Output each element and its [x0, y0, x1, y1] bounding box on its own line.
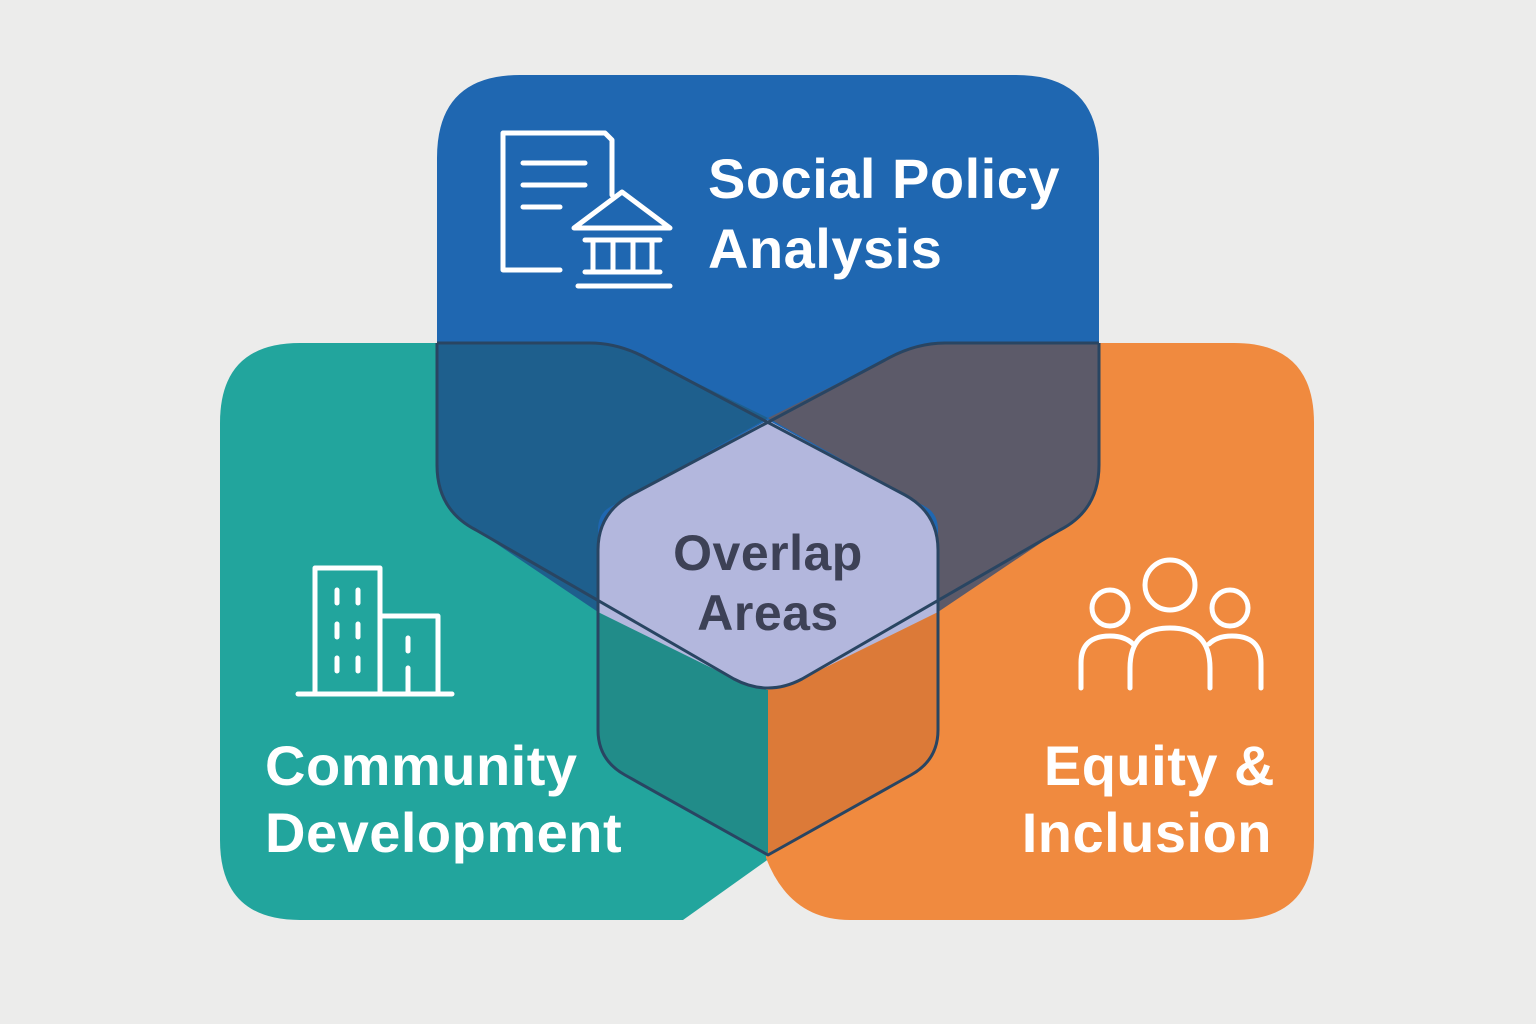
social-policy-title-line1: Social Policy	[708, 147, 1060, 210]
people-group-icon	[1078, 557, 1264, 691]
overlap-community-equity-right	[768, 612, 938, 855]
equity-title-line1: Equity &	[1044, 734, 1275, 797]
overlap-outlines	[435, 341, 1101, 857]
social-policy-title-line2: Analysis	[708, 217, 942, 280]
community-title-line2: Development	[265, 801, 622, 864]
equity-title-line2: Inclusion	[1022, 801, 1272, 864]
center-label-line2: Areas	[697, 585, 839, 641]
document-government-building-icon	[500, 130, 673, 289]
community-title-line1: Community	[265, 734, 578, 797]
center-label-line1: Overlap	[673, 525, 863, 581]
overlap-policy-equity	[768, 343, 1099, 612]
overlap-policy-community	[437, 343, 768, 612]
overlap-community-equity-left	[598, 612, 768, 855]
buildings-icon	[295, 565, 455, 697]
center-overlap-region	[598, 420, 938, 688]
